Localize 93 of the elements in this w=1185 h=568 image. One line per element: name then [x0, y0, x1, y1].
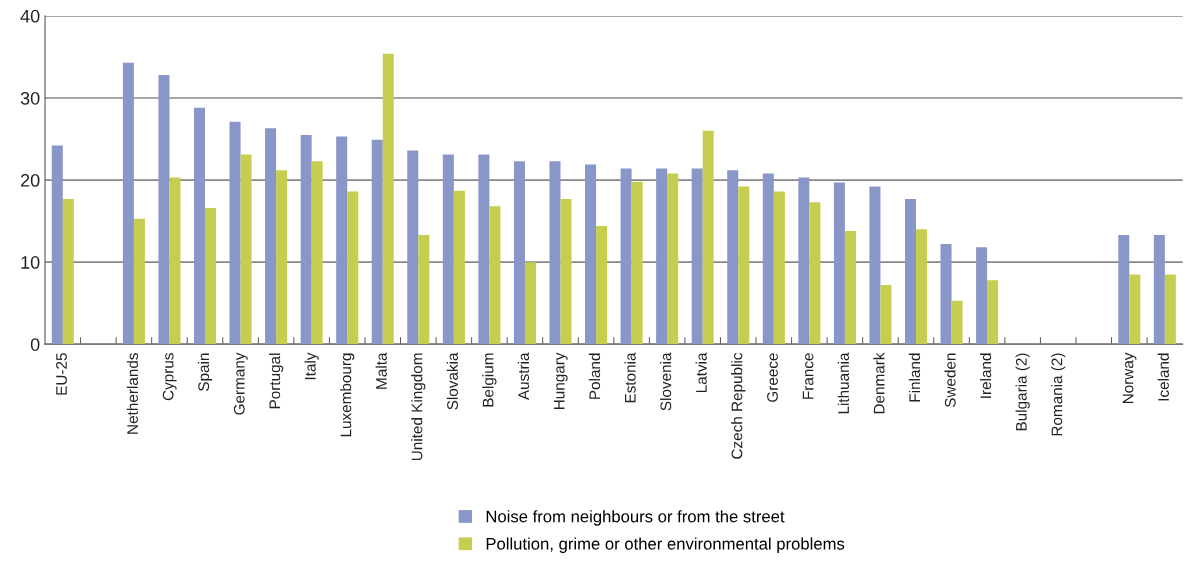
bar [940, 244, 952, 345]
bar [773, 191, 785, 345]
x-tick-label: EU-25 [56, 353, 67, 395]
bar [549, 161, 561, 345]
bar [442, 154, 454, 345]
bar [489, 206, 501, 345]
x-tick-label: Slovenia [660, 352, 672, 411]
bar [844, 230, 856, 345]
x-tick-label: Lithuania [837, 352, 850, 414]
x-tick-label: Ireland [979, 353, 992, 398]
bar [702, 130, 714, 345]
bar [585, 164, 597, 345]
x-tick-label: Denmark [873, 352, 885, 414]
bar [620, 168, 632, 345]
bar [265, 128, 277, 345]
bar [738, 186, 750, 345]
bar [311, 161, 323, 345]
bar [1164, 274, 1176, 345]
bar [158, 75, 170, 345]
y-tick-label: 30 [20, 91, 40, 105]
bar [371, 139, 383, 345]
bar [631, 181, 643, 345]
bar [916, 229, 928, 345]
x-tick-label: Bulgaria (2) [1015, 353, 1030, 431]
bar [347, 191, 359, 345]
bar [1129, 274, 1141, 345]
bar [205, 207, 217, 345]
x-tick-label: Hungary [553, 352, 568, 410]
legend-label: Pollution, grime or other environmental problems [486, 537, 845, 553]
bar [513, 161, 525, 345]
x-tick-label: Romania (2) [1051, 353, 1066, 436]
x-tick-label: Belgium [482, 353, 497, 407]
x-tick-label: Luxembourg [340, 353, 355, 437]
x-tick-label: Norway [1122, 352, 1137, 404]
bar [667, 173, 679, 345]
x-tick-label: United Kingdom [411, 353, 426, 461]
x-tick-label: Portugal [268, 353, 284, 409]
x-tick-label: Italy [304, 352, 319, 380]
bar [478, 154, 490, 345]
x-tick-label: Czech Republic [731, 352, 746, 459]
x-tick-label: Sweden [944, 353, 956, 408]
x-tick-label: Cyprus [162, 353, 177, 401]
bar [880, 285, 892, 345]
bar [382, 53, 394, 345]
bar [596, 226, 608, 345]
bar [169, 177, 181, 345]
bar [762, 173, 774, 345]
y-tick-label: 20 [21, 173, 40, 187]
bar [300, 134, 312, 345]
bar [727, 170, 739, 345]
x-tick-label: Germany [233, 352, 248, 415]
x-tick-label: Malta [375, 352, 387, 389]
x-tick-label: Greece [767, 353, 778, 402]
bar [798, 177, 810, 345]
x-tick-label: Iceland [1157, 353, 1169, 401]
bar [809, 202, 821, 345]
bar [418, 235, 430, 345]
bar [122, 62, 134, 345]
x-tick-label: Austria [517, 352, 530, 401]
bar [524, 262, 536, 345]
legend-label: Noise from neighbours or from the street [486, 510, 785, 526]
y-tick-label: 40 [20, 9, 40, 23]
bar [1118, 235, 1130, 345]
bar [276, 170, 288, 345]
bar [336, 136, 348, 345]
bar [987, 280, 999, 345]
x-tick-label: Latvia [695, 352, 707, 393]
x-tick-label: Spain [197, 353, 213, 391]
bar [193, 107, 205, 345]
bar [904, 198, 916, 345]
bar [560, 198, 572, 345]
bar [51, 145, 63, 345]
bar [833, 182, 845, 345]
bar [240, 154, 252, 345]
bar [229, 121, 241, 345]
x-tick-label: Slovakia [446, 352, 458, 410]
x-tick-label: Netherlands [126, 353, 139, 434]
x-tick-label: Finland [908, 353, 921, 402]
x-tick-label: Estonia [624, 352, 636, 403]
bar [62, 198, 74, 345]
bar [407, 150, 419, 345]
bar [656, 168, 668, 345]
x-tick-label: France [802, 353, 814, 399]
bar [133, 218, 145, 345]
y-tick-label: 0 [30, 338, 40, 351]
bar [691, 168, 703, 345]
y-tick-label: 10 [21, 256, 40, 269]
bar [869, 186, 881, 345]
bar [976, 247, 988, 345]
x-tick-label: Poland [588, 353, 601, 399]
bar [1153, 235, 1165, 345]
bar [951, 300, 963, 345]
bar [453, 190, 465, 345]
